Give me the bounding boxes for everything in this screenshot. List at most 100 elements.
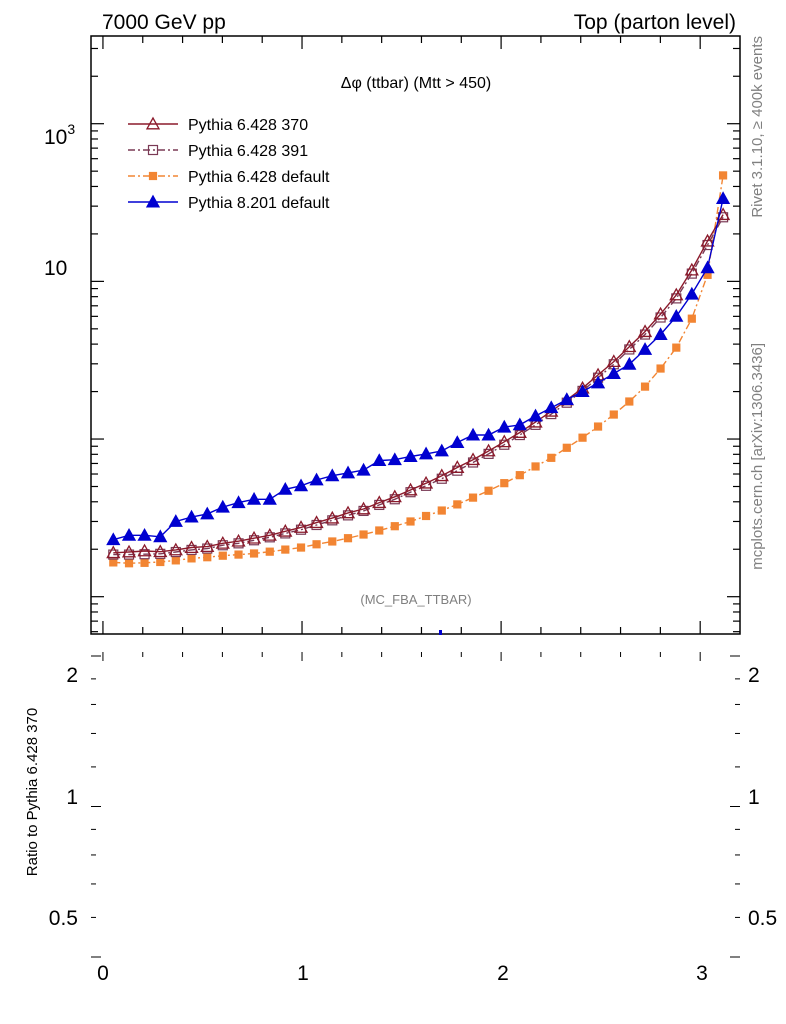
data-point xyxy=(434,468,449,482)
data-point xyxy=(121,544,137,558)
main-title: Δφ (ttbar) (Mtt > 450) xyxy=(341,75,491,92)
data-point xyxy=(403,482,418,496)
data-point xyxy=(171,556,180,565)
ratio-ylabel: Ratio to Pythia 6.428 370 xyxy=(24,708,41,876)
data-point xyxy=(653,327,668,340)
data-point xyxy=(609,410,618,419)
data-point xyxy=(359,530,368,539)
data-point xyxy=(622,356,637,370)
series-1 xyxy=(108,212,729,560)
data-point xyxy=(296,543,306,552)
data-point xyxy=(606,366,621,380)
data-point xyxy=(203,553,212,562)
data-point xyxy=(497,419,512,433)
data-point xyxy=(340,465,356,479)
x-tick-label-0: 0 xyxy=(97,962,109,985)
data-point xyxy=(640,382,650,391)
legend-marker xyxy=(145,194,161,208)
data-point xyxy=(184,540,199,553)
data-point xyxy=(249,549,259,558)
ratio-y-tick-05-left: 0.5 xyxy=(49,907,78,930)
data-point xyxy=(328,537,337,546)
data-point xyxy=(293,478,309,492)
data-point xyxy=(653,306,668,320)
header-right: Top (parton level) xyxy=(574,11,736,34)
data-point xyxy=(669,309,684,322)
data-point xyxy=(106,545,121,559)
data-point xyxy=(531,462,540,471)
data-point xyxy=(153,529,168,543)
data-point xyxy=(684,262,699,276)
ratio-y-tick-1-left: 1 xyxy=(66,786,78,809)
data-point xyxy=(340,505,356,519)
y-tick-label-10: 10 xyxy=(44,257,67,280)
ratio-y-tick-2-right: 2 xyxy=(748,664,760,687)
x-tick-label-3: 3 xyxy=(696,962,708,985)
data-point xyxy=(387,489,402,503)
data-point xyxy=(168,514,183,527)
data-point xyxy=(231,533,246,547)
series-2 xyxy=(109,171,728,568)
data-point xyxy=(434,443,449,457)
x-tick-label-1: 1 xyxy=(297,962,309,985)
data-point xyxy=(544,400,559,414)
data-point xyxy=(512,417,527,431)
ratio-y-tick-05-right: 0.5 xyxy=(748,907,777,930)
data-point xyxy=(497,434,512,448)
y-tick-exponent: 3 xyxy=(67,121,75,137)
data-point xyxy=(481,427,496,441)
data-point xyxy=(375,526,384,535)
mcplots-label: mcplots.cern.ch [arXiv:1306.3436] xyxy=(749,343,766,570)
data-point xyxy=(593,422,603,431)
data-point xyxy=(684,286,699,300)
data-point xyxy=(184,509,199,523)
data-point xyxy=(231,495,246,509)
data-point xyxy=(406,517,415,526)
data-point xyxy=(468,493,478,502)
data-point xyxy=(559,392,574,406)
data-point xyxy=(281,545,290,554)
data-point xyxy=(547,453,556,462)
data-point xyxy=(622,339,637,353)
legend-marker xyxy=(147,144,159,156)
data-point xyxy=(262,528,277,541)
data-point xyxy=(372,495,387,509)
data-point xyxy=(637,342,653,355)
series-line xyxy=(113,198,724,541)
data-point xyxy=(293,520,309,533)
data-point xyxy=(562,443,571,452)
x-tick-label-2: 2 xyxy=(497,962,509,985)
data-point xyxy=(465,452,481,466)
data-point xyxy=(168,542,183,556)
data-point xyxy=(418,446,434,460)
data-point xyxy=(309,515,324,529)
data-point xyxy=(137,543,152,557)
stray-mark xyxy=(439,630,442,635)
data-point xyxy=(625,397,634,406)
legend-marker xyxy=(148,171,158,181)
data-point xyxy=(234,550,243,559)
ratio-axis-ticks xyxy=(91,652,740,958)
data-point xyxy=(278,523,293,537)
data-point xyxy=(500,479,509,488)
y-tick-label-1000: 103 xyxy=(44,121,75,149)
data-point xyxy=(262,491,277,505)
series-0 xyxy=(106,207,731,559)
data-point xyxy=(140,558,149,567)
data-point xyxy=(265,547,274,556)
data-point xyxy=(356,501,371,515)
legend: Pythia 6.428 370 Pythia 6.428 391 Pythia 6… xyxy=(128,116,330,212)
data-point xyxy=(450,435,465,448)
data-point xyxy=(528,408,543,422)
data-point xyxy=(528,414,543,428)
data-point xyxy=(312,540,321,549)
data-point xyxy=(403,449,418,462)
data-point xyxy=(106,532,121,546)
data-point xyxy=(437,506,446,515)
series-line xyxy=(113,175,724,564)
data-point xyxy=(512,425,527,438)
legend-label: Pythia 6.428 391 xyxy=(188,143,308,160)
main-plot-frame xyxy=(90,35,741,635)
series-line xyxy=(113,216,724,556)
